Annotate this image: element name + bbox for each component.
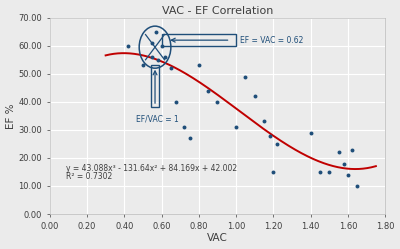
Bar	[152, 65, 158, 108]
Point	[214, 100, 221, 104]
Title: VAC - EF Correlation: VAC - EF Correlation	[162, 5, 273, 15]
Point	[125, 44, 131, 48]
Text: EF/VAC = 1: EF/VAC = 1	[136, 115, 179, 124]
Point	[336, 150, 342, 154]
Point	[186, 136, 193, 140]
Point	[270, 170, 276, 174]
Point	[173, 100, 180, 104]
Point	[354, 184, 360, 188]
X-axis label: VAC: VAC	[207, 234, 228, 244]
Point	[308, 131, 314, 135]
Point	[155, 58, 161, 62]
Point	[149, 41, 156, 45]
Point	[233, 125, 239, 129]
Point	[326, 170, 332, 174]
Point	[266, 133, 273, 137]
Point	[140, 63, 146, 67]
Point	[153, 30, 159, 34]
Text: R² = 0.7302: R² = 0.7302	[66, 172, 113, 181]
Point	[345, 173, 351, 177]
Point	[317, 170, 323, 174]
Bar	[162, 34, 236, 47]
Point	[274, 142, 280, 146]
Point	[162, 55, 168, 59]
Point	[205, 89, 211, 93]
Point	[149, 55, 156, 59]
Point	[168, 66, 174, 70]
Point	[341, 162, 347, 166]
Point	[181, 125, 187, 129]
Point	[348, 148, 355, 152]
Point	[158, 44, 165, 48]
Point	[242, 75, 249, 79]
Point	[252, 94, 258, 98]
Y-axis label: EF %: EF %	[6, 103, 16, 129]
Text: EF = VAC = 0.62: EF = VAC = 0.62	[240, 36, 303, 45]
Point	[261, 120, 267, 124]
Point	[196, 63, 202, 67]
Text: y = 43.088x³ - 131.64x² + 84.169x + 42.002: y = 43.088x³ - 131.64x² + 84.169x + 42.0…	[66, 164, 238, 173]
